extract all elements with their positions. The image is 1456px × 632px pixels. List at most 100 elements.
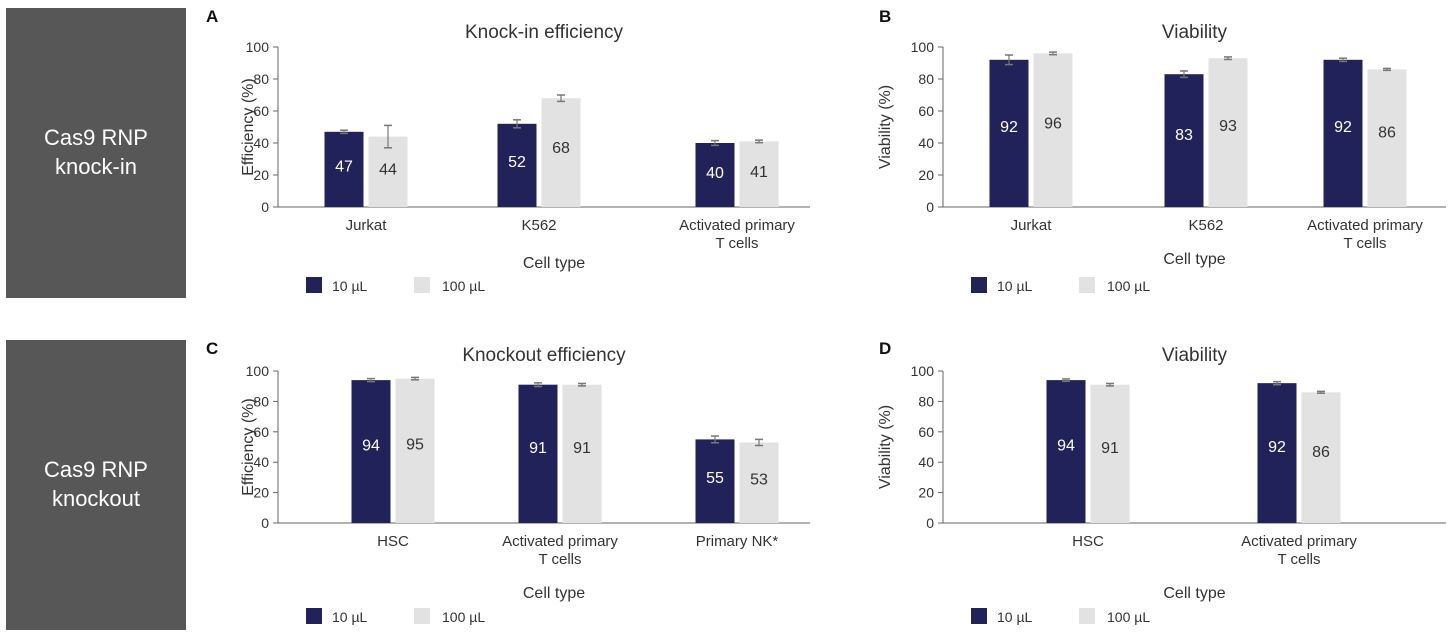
y-tick-label: 60 — [918, 424, 934, 440]
legend-label-100ul: 100 µL — [1107, 278, 1150, 294]
y-tick-label: 0 — [261, 199, 269, 215]
data-label: 92 — [1334, 119, 1352, 136]
data-label: 52 — [508, 154, 526, 171]
data-label: 41 — [750, 164, 768, 181]
legend-swatch-10ul — [306, 608, 322, 624]
y-tick-label: 40 — [918, 454, 934, 470]
y-tick-label: 20 — [918, 167, 934, 183]
x-axis-label: Cell type — [1163, 585, 1225, 602]
x-tick-label: Jurkat — [1011, 217, 1053, 234]
x-tick-label: Activated primary — [1241, 533, 1357, 550]
y-tick-label: 60 — [253, 103, 269, 119]
bar-10ul — [497, 123, 537, 207]
chart-title: Knock-in efficiency — [465, 22, 624, 43]
y-tick-label: 80 — [253, 71, 269, 87]
y-tick-label: 80 — [253, 393, 269, 409]
data-label: 94 — [1057, 437, 1075, 454]
legend-label-100ul: 100 µL — [442, 278, 485, 294]
y-tick-label: 20 — [253, 485, 269, 501]
data-label: 93 — [1219, 118, 1237, 135]
bar-100ul — [739, 141, 779, 207]
chart-panel-b: B Viability 0 20 40 60 80 100 Viability (%) 92 96 J… — [877, 7, 1446, 294]
data-label: 40 — [706, 165, 724, 182]
data-label: 92 — [1268, 439, 1286, 456]
x-axis-label: Cell type — [523, 255, 585, 272]
legend-label-10ul: 10 µL — [332, 278, 368, 294]
bar-100ul — [395, 378, 435, 523]
chart-title: Knockout efficiency — [462, 345, 626, 366]
y-tick-label: 80 — [918, 393, 934, 409]
bar-100ul — [1090, 384, 1130, 523]
x-tick-label: Jurkat — [346, 217, 388, 234]
y-tick-label: 20 — [918, 485, 934, 501]
x-axis-label: Cell type — [523, 585, 585, 602]
y-tick-label: 0 — [926, 199, 934, 215]
y-axis-label: Viability (%) — [877, 405, 894, 489]
x-tick-label: Activated primary — [679, 217, 795, 234]
data-label: 83 — [1175, 127, 1193, 144]
bar-10ul — [1257, 383, 1297, 523]
data-label: 91 — [1101, 440, 1119, 457]
data-label: 95 — [406, 437, 424, 454]
chart-panel-a: A Knock-in efficiency 0 20 40 60 80 100 Efficien… — [206, 7, 810, 294]
y-axis-label: Viability (%) — [877, 85, 894, 169]
legend-swatch-100ul — [414, 608, 430, 624]
y-tick-label: 60 — [253, 424, 269, 440]
data-label: 47 — [335, 159, 353, 176]
legend-label-100ul: 100 µL — [442, 609, 485, 625]
legend-label-10ul: 10 µL — [332, 609, 368, 625]
x-tick-label: T cells — [538, 551, 581, 568]
legend-label-100ul: 100 µL — [1107, 609, 1150, 625]
bar-100ul — [1208, 58, 1248, 208]
x-axis-label: Cell type — [1163, 251, 1225, 268]
data-label: 68 — [552, 140, 570, 157]
y-axis-label: Efficiency (%) — [240, 398, 257, 496]
legend-swatch-100ul — [414, 277, 430, 293]
legend-swatch-10ul — [306, 277, 322, 293]
side-label-knock-in-text: Cas9 RNP knock-in — [44, 125, 148, 179]
bar-10ul — [518, 384, 558, 523]
x-tick-label: K562 — [1188, 217, 1223, 234]
panel-letter: B — [879, 7, 891, 26]
panel-letter: C — [206, 339, 218, 358]
y-tick-label: 40 — [918, 135, 934, 151]
data-label: 44 — [379, 161, 397, 178]
x-tick-label: HSC — [1072, 533, 1104, 550]
y-tick-label: 100 — [911, 363, 935, 379]
data-label: 96 — [1044, 116, 1062, 133]
y-tick-label: 0 — [926, 515, 934, 531]
y-axis-label: Efficiency (%) — [240, 78, 257, 176]
x-tick-label: Primary NK* — [696, 533, 779, 550]
legend-swatch-100ul — [1079, 608, 1095, 624]
side-label-knockout: Cas9 RNP knockout — [6, 340, 186, 630]
data-label: 92 — [1000, 119, 1018, 136]
data-label: 94 — [362, 437, 380, 454]
bar-10ul — [695, 439, 735, 523]
bar-100ul — [739, 442, 779, 523]
x-tick-label: HSC — [377, 533, 409, 550]
y-tick-label: 0 — [261, 515, 269, 531]
data-label: 91 — [573, 440, 591, 457]
chart-panel-d: D Viability 0 20 40 60 80 100 Viability (%) 94 91 H… — [877, 339, 1446, 625]
bar-10ul — [1046, 380, 1086, 523]
legend-swatch-10ul — [971, 608, 987, 624]
chart-title: Viability — [1162, 22, 1228, 43]
y-tick-label: 20 — [253, 167, 269, 183]
x-tick-label: Activated primary — [1307, 217, 1423, 234]
data-label: 53 — [750, 472, 768, 489]
bar-100ul — [1033, 53, 1073, 208]
legend-label-10ul: 10 µL — [997, 278, 1033, 294]
panel-letter: D — [879, 339, 891, 358]
bar-100ul — [541, 98, 581, 207]
side-label-knock-in: Cas9 RNP knock-in — [6, 8, 186, 298]
panel-letter: A — [206, 7, 218, 26]
data-label: 55 — [706, 470, 724, 487]
legend-label-10ul: 10 µL — [997, 609, 1033, 625]
y-tick-label: 100 — [246, 39, 270, 55]
y-tick-label: 100 — [246, 363, 270, 379]
bar-100ul — [562, 384, 602, 523]
bar-10ul — [1164, 74, 1204, 207]
bar-100ul — [1367, 69, 1407, 208]
data-label: 86 — [1312, 444, 1330, 461]
